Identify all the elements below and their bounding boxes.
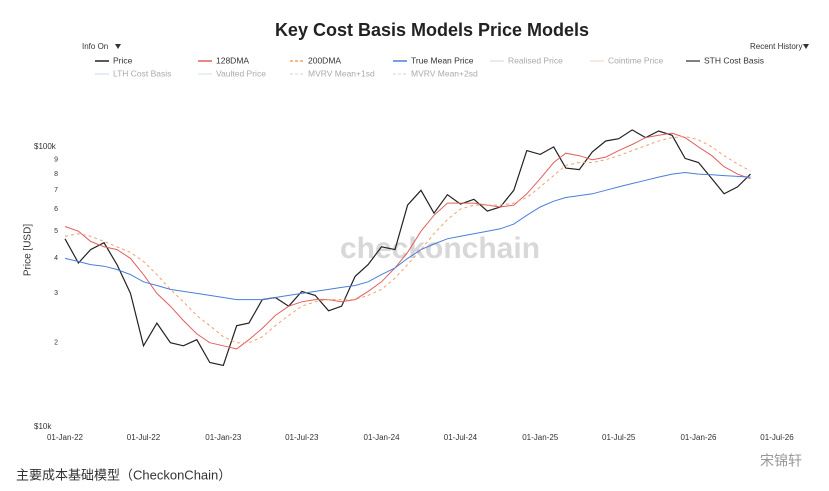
y-tick-label: 6	[54, 206, 58, 213]
legend-label: 128DMA	[216, 55, 249, 65]
x-tick-label: 01-Jan-25	[522, 433, 559, 442]
x-tick-label: 01-Jul-23	[285, 433, 319, 442]
legend-label: STH Cost Basis	[704, 55, 764, 65]
x-tick-label: 01-Jul-22	[127, 433, 161, 442]
series-line	[64, 135, 751, 344]
x-tick-label: 01-Jan-26	[680, 433, 717, 442]
legend-label: Realised Price	[508, 55, 563, 65]
y-tick-label: $100k	[34, 142, 57, 151]
x-tick-label: 01-Jul-25	[602, 433, 636, 442]
x-tick-label: 01-Jul-26	[760, 433, 794, 442]
dropdown-arrow[interactable]	[115, 44, 121, 49]
y-tick-label: 8	[54, 171, 58, 178]
y-tick-label: $10k	[34, 422, 52, 431]
y-tick-label: 2	[54, 340, 58, 347]
info-toggle[interactable]: Info On	[82, 42, 108, 51]
legend-label: MVRV Mean+1sd	[308, 68, 375, 78]
series-line	[64, 129, 751, 367]
y-tick-label: 4	[54, 255, 58, 262]
y-tick-label: 9	[54, 157, 58, 164]
chart-title: Key Cost Basis Models Price Models	[275, 20, 589, 40]
legend-label: 200DMA	[308, 55, 341, 65]
x-tick-label: 01-Jan-22	[47, 433, 84, 442]
history-toggle[interactable]: Recent History	[750, 42, 802, 51]
legend-label: Cointime Price	[608, 55, 664, 65]
y-tick-label: 5	[54, 228, 58, 235]
y-tick-label: 7	[54, 187, 58, 194]
credit: 宋锦轩	[760, 453, 802, 469]
x-tick-label: 01-Jul-24	[444, 433, 478, 442]
legend-label: True Mean Price	[411, 55, 474, 65]
y-axis-label: Price [USD]	[23, 224, 34, 276]
legend-label: Vaulted Price	[216, 68, 266, 78]
x-tick-label: 01-Jan-24	[364, 433, 401, 442]
series-line	[64, 132, 751, 350]
legend-label: LTH Cost Basis	[113, 68, 171, 78]
caption: 主要成本基础模型（CheckonChain）	[16, 467, 231, 482]
dropdown-arrow[interactable]	[803, 44, 809, 49]
watermark: checkonchain	[340, 232, 540, 265]
legend-label: Price	[113, 55, 133, 65]
y-tick-label: 3	[54, 290, 58, 297]
x-tick-label: 01-Jan-23	[205, 433, 242, 442]
series-line	[64, 171, 751, 301]
legend-label: MVRV Mean+2sd	[411, 68, 478, 78]
